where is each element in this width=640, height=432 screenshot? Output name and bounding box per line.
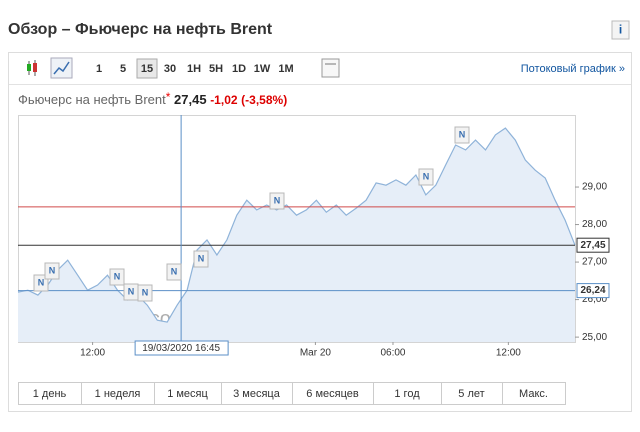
settings-icon[interactable]	[321, 58, 340, 78]
x-tick-label: 12:00	[496, 348, 521, 359]
info-icon[interactable]: i	[619, 23, 622, 37]
range-button-label[interactable]: Макс.	[519, 388, 548, 400]
range-button-label[interactable]: 1 год	[394, 388, 420, 400]
quote-marker: *	[166, 90, 171, 104]
crosshair-x-box	[134, 340, 229, 356]
news-marker[interactable]: N	[49, 265, 56, 275]
range-button[interactable]	[502, 382, 566, 405]
crosshair-y-box	[576, 283, 610, 299]
line-icon[interactable]	[53, 61, 70, 75]
y-tick-label: 29,00	[582, 182, 607, 193]
instrument-name: Фьючерс на нефть Brent	[18, 92, 166, 107]
interval-button[interactable]: 1W	[254, 63, 271, 75]
range-button-label[interactable]: 1 месяц	[167, 388, 208, 400]
interval-button[interactable]: 1H	[187, 63, 201, 75]
quote-line: Фьючерс на нефть Brent* 27,45 -1,02 (-3,…	[18, 90, 287, 107]
interval-button[interactable]: 1M	[278, 63, 293, 75]
interval-selected	[136, 58, 158, 79]
interval-button[interactable]: 15	[141, 63, 153, 75]
x-tick-label: Mar 20	[300, 348, 332, 359]
news-marker-box[interactable]	[418, 168, 434, 186]
y-tick-label: 27,00	[582, 257, 607, 268]
price-change: -1,02	[210, 93, 238, 107]
price-label-box	[576, 237, 610, 253]
widget-frame	[8, 52, 632, 412]
y-tick-label: 28,00	[582, 219, 607, 230]
info-button[interactable]	[611, 20, 630, 40]
news-marker[interactable]: N	[142, 287, 149, 297]
interval-button[interactable]: 1	[96, 63, 102, 75]
interval-button[interactable]: 1D	[232, 63, 246, 75]
price-change-percent: (-3,58%)	[241, 93, 287, 107]
y-tick-label: 26,00	[582, 294, 607, 305]
news-marker[interactable]: N	[198, 253, 205, 263]
quote: Фьючерс на нефть Brent* 27,45 -1,02 (-3,…	[18, 90, 287, 107]
crosshair-y-label: 26,24	[580, 285, 605, 296]
interval-button[interactable]: 5H	[209, 63, 223, 75]
price-label: 27,45	[580, 240, 605, 251]
news-marker-box[interactable]	[137, 284, 153, 302]
range-button-label[interactable]: 1 день	[33, 388, 67, 400]
news-marker[interactable]: N	[128, 286, 135, 296]
x-tick-label: 06:00	[380, 348, 405, 359]
range-button-label[interactable]: 3 месяца	[233, 388, 281, 400]
y-tick-label: 25,00	[582, 332, 607, 343]
crosshair-x-label: 19/03/2020 16:45	[142, 343, 220, 354]
interval-button[interactable]: 5	[120, 63, 126, 75]
news-marker-box[interactable]	[193, 250, 209, 268]
news-marker[interactable]: N	[274, 195, 281, 205]
x-tick-label: 12:00	[80, 348, 105, 359]
news-marker-box[interactable]	[109, 268, 125, 286]
last-price: 27,45	[174, 92, 207, 107]
interval-button[interactable]: 30	[164, 63, 176, 75]
news-marker[interactable]: N	[171, 266, 178, 276]
news-marker[interactable]: N	[423, 171, 430, 181]
news-marker-box[interactable]	[44, 262, 60, 280]
area-fill	[18, 128, 575, 342]
line-icon-button[interactable]	[50, 57, 73, 79]
news-marker[interactable]: N	[38, 277, 45, 287]
news-marker-box[interactable]	[166, 263, 182, 281]
page-title: Обзор – Фьючерс на нефть Brent	[8, 21, 273, 38]
news-marker[interactable]: N	[114, 271, 121, 281]
news-marker-box[interactable]	[269, 192, 285, 210]
candle-icon[interactable]	[27, 60, 37, 76]
news-marker[interactable]: N	[459, 129, 466, 139]
range-button-label[interactable]: 6 месяцев	[306, 388, 359, 400]
range-button-label[interactable]: 5 лет	[458, 388, 484, 400]
range-button-label[interactable]: 1 неделя	[95, 388, 141, 400]
streaming-link[interactable]: Потоковый график »	[521, 63, 625, 75]
news-marker-box[interactable]	[454, 126, 470, 144]
